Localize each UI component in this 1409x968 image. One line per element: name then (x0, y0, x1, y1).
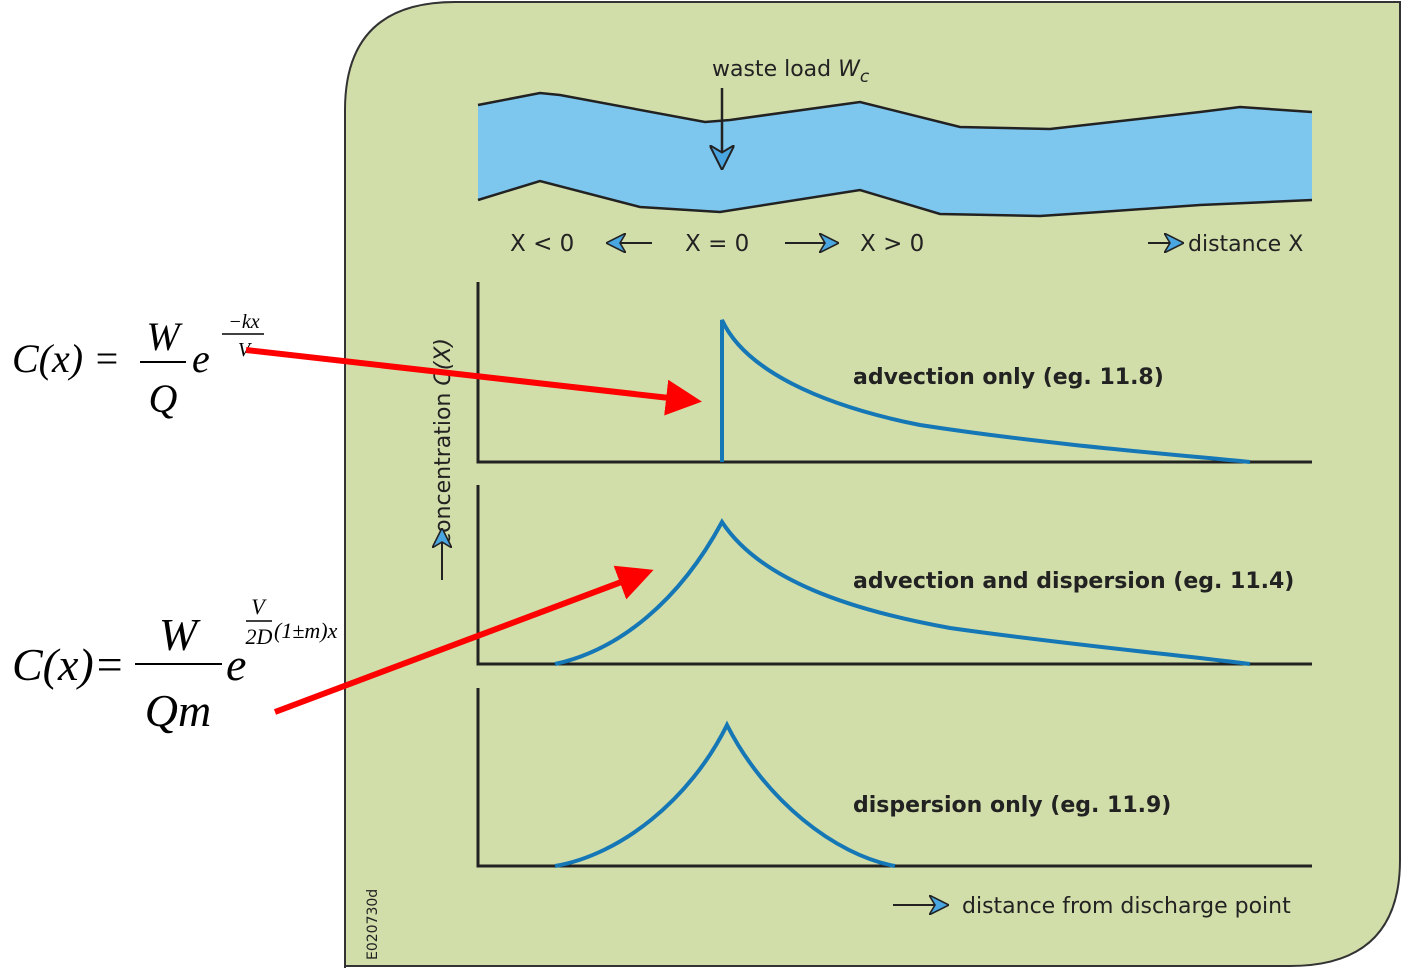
equation-lhs: C(x) = (12, 336, 120, 381)
equation-exponent-denominator: 2D (246, 624, 273, 649)
waste-load-subscript: c (860, 67, 870, 87)
code: E020730d (365, 889, 381, 960)
equation-denominator: Q (149, 376, 178, 421)
equation-denominator: Qm (145, 685, 211, 736)
position-right: X > 0 (860, 231, 924, 257)
equation-exponent-numerator: −kx (228, 311, 259, 333)
x-axis-label: distance from discharge point (962, 894, 1291, 919)
position-distance: distance X (1188, 232, 1303, 257)
equation-numerator: W (146, 314, 183, 359)
page: waste load Wc X < 0 X = 0 X > 0 distance… (0, 0, 1409, 968)
waste-load-text: waste load (712, 57, 831, 82)
equation-numerator: W (159, 609, 201, 660)
equation-base: e (226, 639, 246, 690)
equation-base: e (192, 336, 210, 381)
y-axis-symbol: C(X) (431, 338, 456, 386)
waste-load-symbol: W (838, 57, 861, 82)
equation-lhs: C(x)= (12, 639, 125, 690)
panel-label: dispersion only (eg. 11.9) (853, 793, 1171, 818)
diagram: waste load Wc X < 0 X = 0 X > 0 distance… (0, 0, 1409, 968)
position-origin: X = 0 (685, 231, 749, 257)
panel-label: advection and dispersion (eg. 11.4) (853, 569, 1294, 594)
panel-label: advection only (eg. 11.8) (853, 365, 1164, 390)
position-left: X < 0 (510, 231, 574, 257)
y-axis-text: concentration (431, 393, 456, 545)
equation-exponent-rest: (1±m)x (274, 618, 338, 643)
